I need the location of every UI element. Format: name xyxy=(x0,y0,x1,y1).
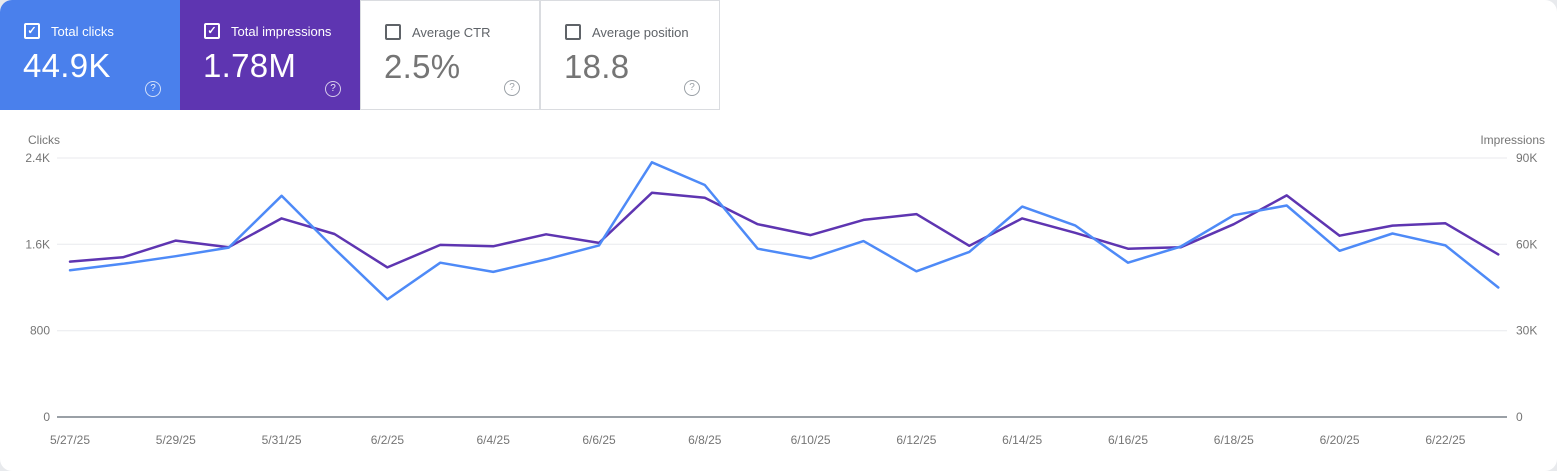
total-clicks-value: 44.9K xyxy=(23,47,111,84)
right-axis-tick: 60K xyxy=(1516,237,1537,251)
chart-series xyxy=(68,161,1500,301)
left-axis-tick: 1.6K xyxy=(25,237,50,251)
help-icon[interactable]: ? xyxy=(504,80,520,96)
metric-card-average-position[interactable]: Average position 18.8 ? xyxy=(540,0,720,110)
right-axis-tick: 90K xyxy=(1516,151,1537,165)
x-axis-tick: 6/14/25 xyxy=(1002,433,1042,447)
x-axis-tick: 5/27/25 xyxy=(50,433,90,447)
metric-card-average-ctr[interactable]: Average CTR 2.5% ? xyxy=(360,0,540,110)
x-axis-tick: 6/6/25 xyxy=(582,433,616,447)
x-axis-tick: 5/31/25 xyxy=(262,433,302,447)
help-icon[interactable]: ? xyxy=(145,81,161,97)
card-header: Average CTR xyxy=(385,24,491,40)
metric-card-total-clicks[interactable]: ✓ Total clicks 44.9K ? xyxy=(0,0,180,110)
average-ctr-value: 2.5% xyxy=(384,48,461,85)
clicks-line xyxy=(68,161,1500,301)
x-axis-tick: 5/29/25 xyxy=(156,433,196,447)
right-axis-tick: 30K xyxy=(1516,324,1537,338)
average-ctr-checkbox[interactable] xyxy=(385,24,401,40)
card-label: Average CTR xyxy=(412,24,491,40)
x-axis-tick: 6/18/25 xyxy=(1214,433,1254,447)
card-header: ✓ Total impressions xyxy=(204,23,331,39)
average-position-value: 18.8 xyxy=(564,48,630,85)
left-axis-title: Clicks xyxy=(28,133,60,147)
right-axis-title: Impressions xyxy=(1480,133,1545,147)
right-axis-tick: 0 xyxy=(1516,410,1523,424)
card-header: ✓ Total clicks xyxy=(24,23,114,39)
metric-cards-row: ✓ Total clicks 44.9K ? ✓ Total impressio… xyxy=(0,0,720,110)
metric-card-total-impressions[interactable]: ✓ Total impressions 1.78M ? xyxy=(180,0,360,110)
impressions-line xyxy=(68,191,1500,269)
x-axis-tick: 6/16/25 xyxy=(1108,433,1148,447)
card-label: Total clicks xyxy=(51,23,114,39)
total-impressions-value: 1.78M xyxy=(203,47,297,84)
average-position-checkbox[interactable] xyxy=(565,24,581,40)
total-clicks-checkbox[interactable]: ✓ xyxy=(24,23,40,39)
x-axis-tick: 6/4/25 xyxy=(477,433,511,447)
x-axis-tick: 6/10/25 xyxy=(791,433,831,447)
chart-gridlines xyxy=(57,157,1507,418)
help-icon[interactable]: ? xyxy=(325,81,341,97)
x-axis-tick: 6/12/25 xyxy=(896,433,936,447)
left-axis-tick: 800 xyxy=(30,324,50,338)
help-icon[interactable]: ? xyxy=(684,80,700,96)
total-impressions-checkbox[interactable]: ✓ xyxy=(204,23,220,39)
card-label: Average position xyxy=(592,24,689,40)
x-axis-tick: 6/20/25 xyxy=(1320,433,1360,447)
x-axis-tick: 6/22/25 xyxy=(1425,433,1465,447)
card-header: Average position xyxy=(565,24,689,40)
x-axis-tick: 6/2/25 xyxy=(371,433,405,447)
x-axis-tick: 6/8/25 xyxy=(688,433,722,447)
card-label: Total impressions xyxy=(231,23,332,39)
left-axis-tick: 0 xyxy=(43,410,50,424)
chart-axis-labels: 0 800 1.6K 2.4K 0 30K 60K 90K Clicks Impressions 5… xyxy=(25,133,1545,447)
left-axis-tick: 2.4K xyxy=(25,151,50,165)
